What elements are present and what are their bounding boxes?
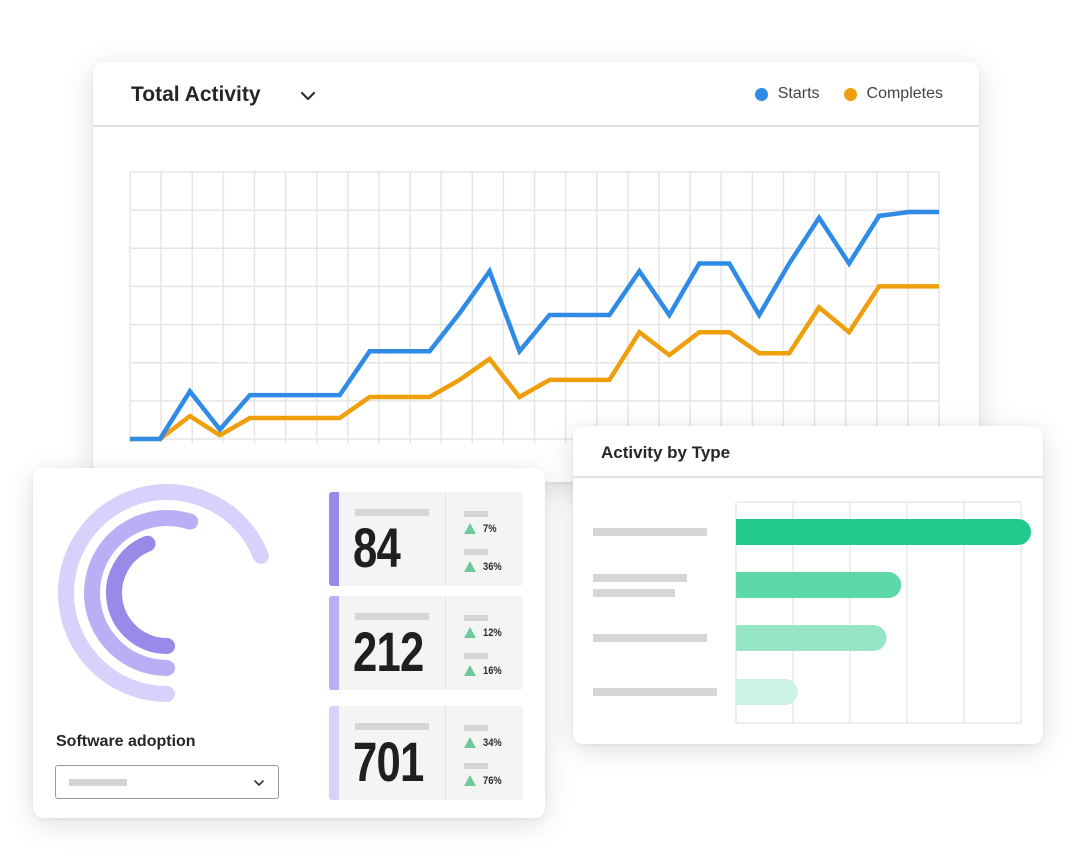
legend-label-starts: Starts <box>777 85 820 102</box>
stat-sub-placeholder <box>464 511 488 517</box>
stat-divider <box>445 706 446 800</box>
stat-change: 12% <box>483 627 502 639</box>
total-activity-header: Total Activity Starts Completes <box>93 62 979 127</box>
stat-change: 16% <box>483 665 502 677</box>
stat-change: 76% <box>483 775 502 787</box>
stat-label-placeholder <box>355 509 429 516</box>
triangle-up-icon <box>464 665 476 676</box>
stat-sub-placeholder <box>464 763 488 769</box>
triangle-up-icon <box>464 627 476 638</box>
legend-item-completes[interactable]: Completes <box>843 85 943 103</box>
stat-sub-placeholder <box>464 549 488 555</box>
bar-label-placeholder <box>593 574 687 582</box>
triangle-up-icon <box>464 775 476 786</box>
bar-base <box>736 519 750 545</box>
stat-change: 7% <box>483 523 497 535</box>
total-activity-card: Total Activity Starts Completes <box>93 62 979 482</box>
stat-value: 701 <box>353 730 424 793</box>
stat-accent-bar <box>329 492 339 586</box>
stat-change: 34% <box>483 737 502 749</box>
activity-by-type-title: Activity by Type <box>601 443 731 462</box>
bar-label-placeholder <box>593 528 707 536</box>
software-adoption-card: Software adoption 84 7% 36% 212 12% 16% … <box>33 468 545 818</box>
triangle-up-icon <box>464 737 476 748</box>
total-activity-line-chart <box>129 171 940 443</box>
gauge-arc <box>84 510 199 676</box>
stat-card: 701 34% 76% <box>329 706 523 800</box>
stat-sub-placeholder <box>464 725 488 731</box>
adoption-select-dropdown[interactable] <box>55 765 279 799</box>
adoption-radial-gauge <box>58 484 269 702</box>
total-activity-title: Total Activity <box>131 83 261 106</box>
legend-dot-starts <box>754 87 768 101</box>
activity-by-type-card: Activity by Type <box>573 426 1043 744</box>
gauge-arc <box>58 484 269 702</box>
stat-divider <box>445 492 446 586</box>
triangle-up-icon <box>464 523 476 534</box>
legend-item-starts[interactable]: Starts <box>754 85 820 103</box>
stat-accent-bar <box>329 596 339 690</box>
stat-value: 212 <box>353 620 424 683</box>
series-line-starts <box>130 209 939 442</box>
select-placeholder <box>69 779 127 786</box>
stat-label-placeholder <box>355 723 429 730</box>
chevron-down-icon[interactable] <box>297 85 319 107</box>
series-line-completes <box>130 284 939 442</box>
bar <box>736 519 1031 545</box>
software-adoption-title: Software adoption <box>56 733 196 750</box>
bar <box>736 625 887 651</box>
activity-by-type-header: Activity by Type <box>573 426 1043 478</box>
stat-accent-bar <box>329 706 339 800</box>
legend-dot-completes <box>843 87 857 101</box>
activity-by-type-bar-chart <box>593 501 1031 724</box>
chevron-down-icon <box>252 776 266 790</box>
gauge-arc <box>106 535 175 654</box>
stat-label-placeholder <box>355 613 429 620</box>
stat-card: 212 12% 16% <box>329 596 523 690</box>
stat-change: 36% <box>483 561 502 573</box>
bar-base <box>736 572 750 598</box>
legend-label-completes: Completes <box>866 85 943 102</box>
bar <box>736 572 902 598</box>
stat-sub-placeholder <box>464 653 488 659</box>
bar-label-placeholder <box>593 688 717 696</box>
stat-card: 84 7% 36% <box>329 492 523 586</box>
stat-divider <box>445 596 446 690</box>
stat-value: 84 <box>353 516 401 579</box>
bar-label-placeholder <box>593 589 675 597</box>
triangle-up-icon <box>464 561 476 572</box>
bar <box>736 679 798 705</box>
bar-base <box>736 679 750 705</box>
bar-base <box>736 625 750 651</box>
chart-legend: Starts Completes <box>731 85 943 103</box>
stat-sub-placeholder <box>464 615 488 621</box>
bar-label-placeholder <box>593 634 707 642</box>
